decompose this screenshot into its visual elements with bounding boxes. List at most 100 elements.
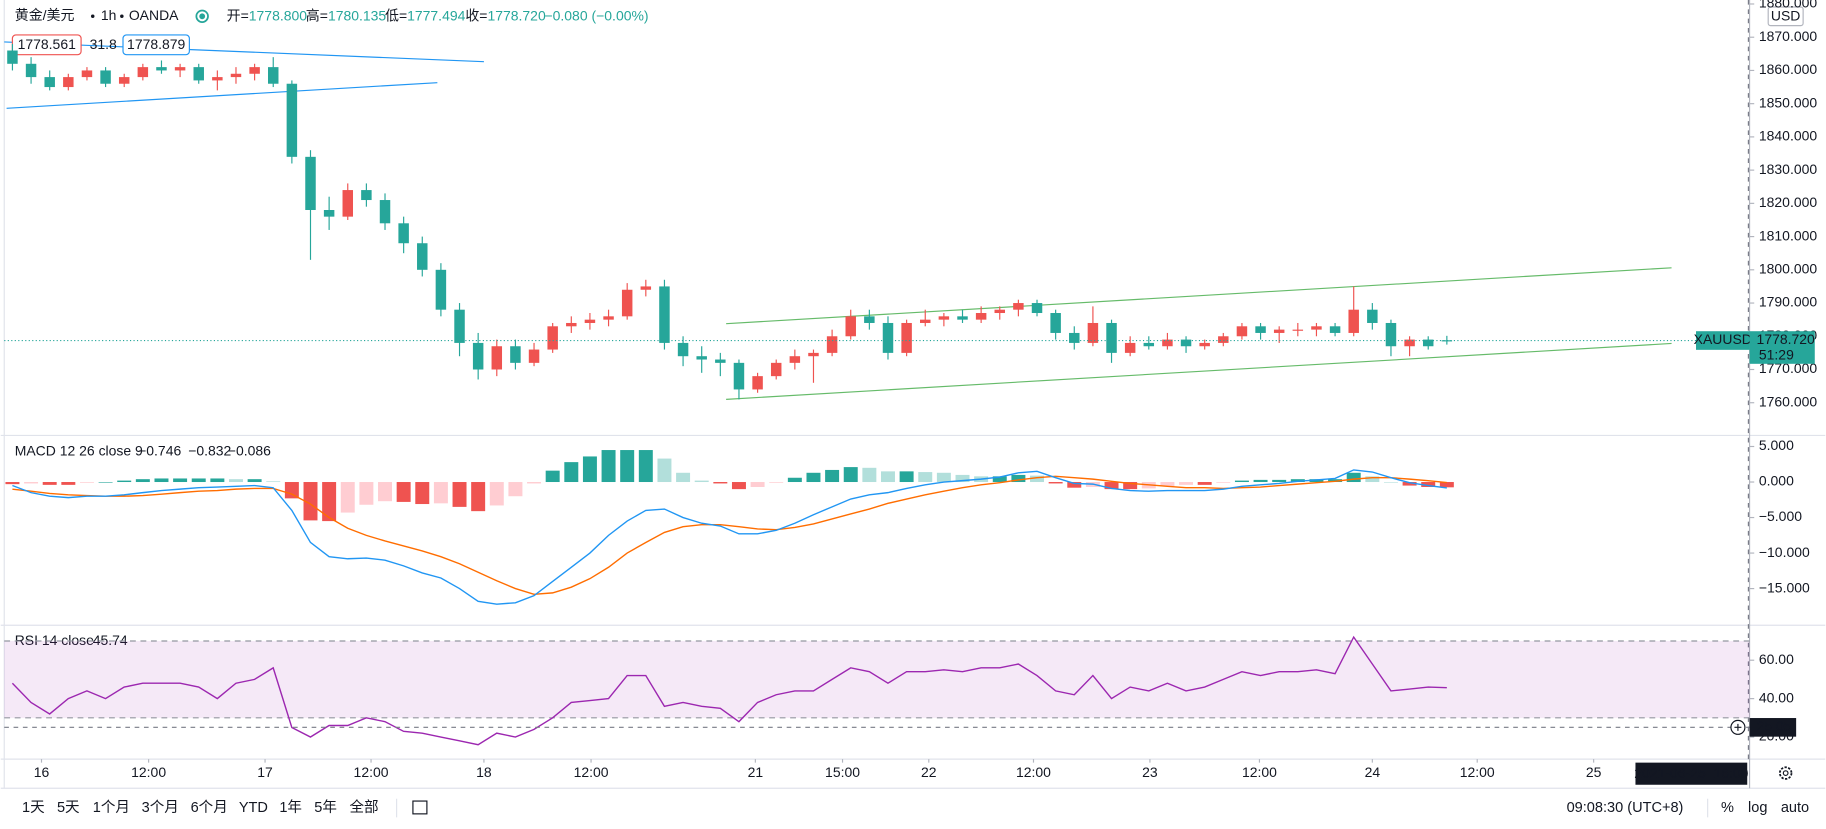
trend-line[interactable] <box>4 41 484 63</box>
symbol-label-box <box>1696 331 1750 350</box>
macd-histogram-bar <box>1216 482 1231 483</box>
ohlc-value: 1780.135 <box>328 7 386 23</box>
candle-body <box>808 352 819 357</box>
channel-line[interactable] <box>726 342 1672 400</box>
add-alert-icon <box>1734 723 1742 731</box>
macd-histogram-bar <box>303 482 318 521</box>
settings-icon[interactable] <box>1778 766 1793 780</box>
macd-histogram-bar <box>1123 482 1138 490</box>
macd-histogram-bar <box>322 482 337 522</box>
price-tick-label: 1870.000 <box>1759 28 1817 44</box>
macd-histogram-bar <box>657 458 672 483</box>
time-tick-label: 12:00 <box>131 764 166 780</box>
candle-body <box>528 349 540 363</box>
macd-histogram-bar <box>117 480 132 483</box>
currency[interactable]: USD <box>1771 8 1801 24</box>
sell-price[interactable]: 1778.561 <box>18 36 76 52</box>
candle-body <box>417 243 428 270</box>
range-button[interactable]: 6个月 <box>191 799 228 816</box>
candle-body <box>1069 332 1080 343</box>
range-button[interactable]: 3个月 <box>142 799 179 816</box>
candle-body <box>435 269 447 310</box>
price-tick-label: 1820.000 <box>1759 194 1817 210</box>
buy-button[interactable] <box>122 34 190 56</box>
candle-body <box>137 67 149 78</box>
rsi-tick-label: 40.00 <box>1759 689 1794 705</box>
interval: 1h <box>101 7 117 23</box>
price-tick-label: 1860.000 <box>1759 61 1817 77</box>
crosshair-value-box <box>1749 718 1797 737</box>
candle-body <box>510 346 521 363</box>
market-status-dot <box>199 13 206 20</box>
macd-histogram-bar <box>5 482 20 485</box>
macd-histogram-bar <box>1104 482 1119 490</box>
scale-option[interactable]: log <box>1748 800 1767 816</box>
candle-body <box>659 286 670 343</box>
candle-body <box>1236 326 1248 337</box>
crosshair-time: 2021-06-25 16:00 <box>1634 765 1748 781</box>
macd-histogram-bar <box>1030 475 1045 483</box>
candle-body <box>268 67 279 84</box>
price-tick-label: 1830.000 <box>1759 161 1817 177</box>
range-button[interactable]: YTD <box>239 800 268 816</box>
buy-price[interactable]: 1778.879 <box>127 36 185 52</box>
range-button[interactable]: 1个月 <box>93 799 130 816</box>
macd-histogram-bar <box>694 480 709 483</box>
candle-body <box>230 73 242 78</box>
candle-body <box>957 316 968 320</box>
macd-histogram-bar <box>340 482 355 513</box>
candle-body <box>1273 329 1285 333</box>
range-button[interactable]: 1天 <box>22 800 45 816</box>
candle-body <box>1106 322 1117 353</box>
macd-histogram-bar <box>1346 472 1361 483</box>
range-button[interactable]: 1年 <box>279 799 302 816</box>
ohlc-value: 1778.720 <box>487 7 545 23</box>
macd-histogram-bar <box>471 482 486 512</box>
macd-histogram-bar <box>713 482 728 484</box>
date-range-icon[interactable] <box>412 800 428 815</box>
time-tick-label: 24 <box>1365 764 1381 780</box>
separator-dot <box>90 14 95 19</box>
last-price: 1778.720 <box>1757 331 1815 347</box>
candle-body <box>882 322 894 353</box>
macd-line <box>12 469 1447 605</box>
macd-legend: MACD 12 26 close 9 <box>15 442 143 458</box>
candle-body <box>1311 326 1322 330</box>
candle-body <box>361 190 372 201</box>
ohlc-label: 开= <box>227 7 249 23</box>
candle-body <box>1199 342 1210 347</box>
time-tick-label: 18 <box>476 764 492 780</box>
macd-histogram-bar <box>42 482 57 485</box>
macd-histogram-bar <box>210 478 225 483</box>
candle-body <box>789 356 801 363</box>
scale-option[interactable]: % <box>1721 800 1734 816</box>
candle-body <box>1050 313 1061 333</box>
macd-histogram-bar <box>936 472 951 483</box>
candle-body <box>1367 309 1378 323</box>
rsi-band <box>4 641 1750 718</box>
range-button[interactable]: 5年 <box>314 799 337 816</box>
macd-histogram-bar <box>452 482 467 507</box>
change: −0.080 (−0.00%) <box>544 7 648 23</box>
trend-line[interactable] <box>6 82 438 109</box>
macd-histogram-bar <box>992 476 1007 483</box>
time-tick-label: 16 <box>34 764 50 780</box>
price-tick-label: 1810.000 <box>1759 227 1817 243</box>
candle-body <box>1180 339 1192 347</box>
scale-option[interactable]: auto <box>1781 800 1809 816</box>
range-button[interactable]: 5天 <box>57 800 80 816</box>
candle-body <box>1143 342 1155 347</box>
range-button[interactable]: 全部 <box>349 798 378 816</box>
candle-body <box>733 362 745 390</box>
crosshair-time-box <box>1635 762 1748 785</box>
macd-histogram-bar <box>266 481 281 483</box>
currency-box[interactable] <box>1767 6 1804 27</box>
macd-histogram-bar <box>676 472 691 483</box>
macd-histogram-bar <box>79 482 94 483</box>
candle-body <box>770 362 782 377</box>
candle-body <box>864 316 875 323</box>
channel-line[interactable] <box>726 267 1672 325</box>
macd-histogram-bar <box>1402 482 1417 486</box>
macd-histogram-bar <box>564 462 579 483</box>
